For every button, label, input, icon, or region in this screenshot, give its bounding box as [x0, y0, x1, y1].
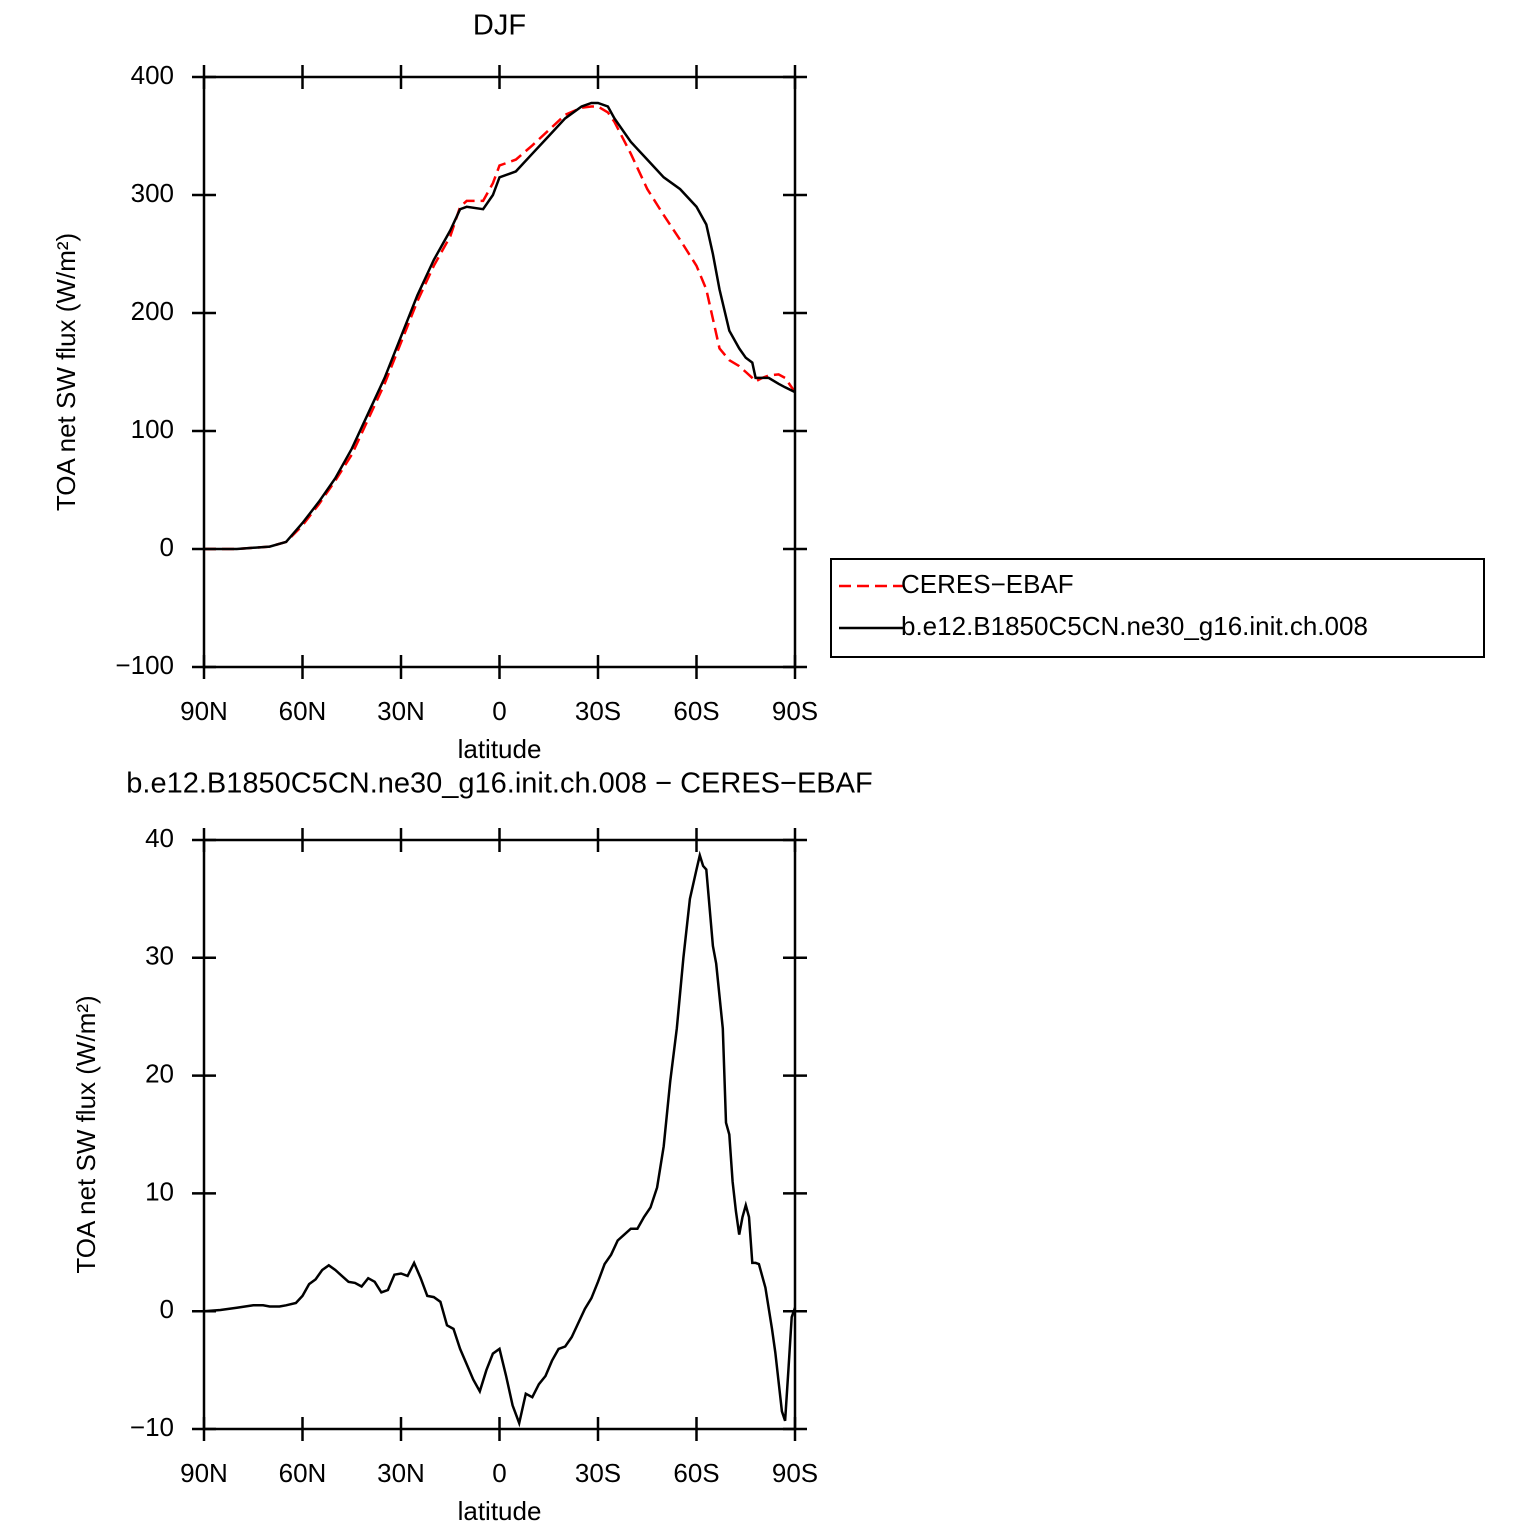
data-line [204, 105, 797, 551]
x-tick-label: 60S [673, 696, 719, 726]
y-tick-label: −100 [115, 650, 174, 680]
y-axis-label: TOA net SW flux (W/m²) [71, 995, 101, 1273]
plot-frame [202, 75, 797, 669]
x-tick-label: 30S [575, 696, 621, 726]
x-tick-label: 90N [180, 696, 228, 726]
legend-label: b.e12.B1850C5CN.ne30_g16.init.ch.008 [901, 611, 1368, 641]
x-tick-label: 60N [279, 1458, 327, 1488]
y-tick-label: 0 [160, 532, 174, 562]
x-tick-label: 0 [492, 696, 506, 726]
x-tick-label: 90S [772, 1458, 818, 1488]
y-tick-label: 400 [131, 60, 174, 90]
y-tick-label: 0 [160, 1294, 174, 1324]
y-tick-label: 30 [145, 941, 174, 971]
y-tick-label: 40 [145, 823, 174, 853]
y-tick-label: 200 [131, 296, 174, 326]
y-tick-label: 100 [131, 414, 174, 444]
legend-label: CERES−EBAF [901, 569, 1074, 599]
plot-frame [202, 838, 797, 1431]
x-tick-label: 30S [575, 1458, 621, 1488]
x-axis-label: latitude [458, 734, 542, 764]
x-tick-label: 30N [377, 1458, 425, 1488]
legend-box [830, 558, 1485, 658]
y-axis-label: TOA net SW flux (W/m²) [51, 233, 81, 511]
x-tick-label: 60N [279, 696, 327, 726]
y-tick-label: 300 [131, 178, 174, 208]
x-tick-label: 30N [377, 696, 425, 726]
data-line [203, 850, 797, 1428]
y-tick-label: 20 [145, 1058, 174, 1088]
x-tick-label: 60S [673, 1458, 719, 1488]
y-tick-label: 10 [145, 1176, 174, 1206]
chart-title: DJF [473, 10, 526, 42]
x-axis-label: latitude [458, 1496, 542, 1526]
x-tick-label: 90S [772, 696, 818, 726]
y-tick-label: −10 [130, 1412, 174, 1442]
x-tick-label: 0 [492, 1458, 506, 1488]
x-tick-label: 90N [180, 1458, 228, 1488]
data-line [204, 101, 796, 551]
chart-title: b.e12.B1850C5CN.ne30_g16.init.ch.008 − C… [126, 768, 872, 800]
